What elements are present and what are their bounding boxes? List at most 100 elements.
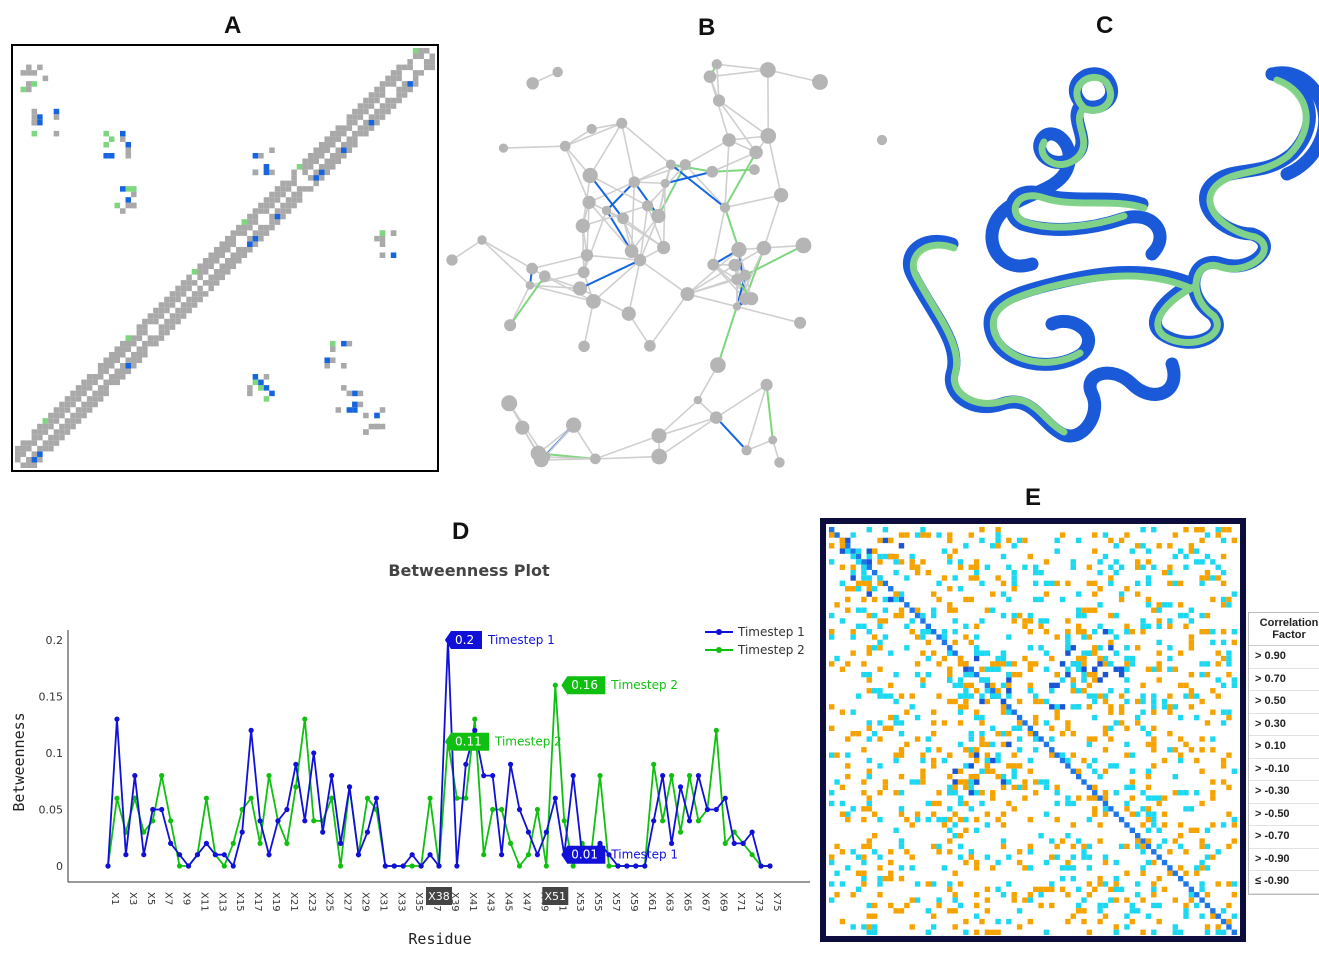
series-point-2[interactable] — [114, 796, 119, 801]
series-point-1[interactable] — [114, 717, 119, 722]
series-point-2[interactable] — [517, 863, 522, 868]
series-point-1[interactable] — [392, 863, 397, 868]
series-point-1[interactable] — [633, 863, 638, 868]
series-point-2[interactable] — [597, 773, 602, 778]
series-point-1[interactable] — [597, 841, 602, 846]
series-point-1[interactable] — [750, 830, 755, 835]
betweenness-chart[interactable]: Betweenness Plot Betweenness Residue 00.… — [0, 540, 800, 960]
series-point-1[interactable] — [490, 773, 495, 778]
series-point-2[interactable] — [714, 728, 719, 733]
series-point-1[interactable] — [741, 841, 746, 846]
series-point-1[interactable] — [150, 807, 155, 812]
series-point-1[interactable] — [544, 830, 549, 835]
series-point-2[interactable] — [293, 784, 298, 789]
series-point-2[interactable] — [562, 818, 567, 823]
series-point-2[interactable] — [302, 717, 307, 722]
series-point-1[interactable] — [732, 841, 737, 846]
series-point-1[interactable] — [177, 852, 182, 857]
series-point-1[interactable] — [436, 863, 441, 868]
series-point-1[interactable] — [195, 852, 200, 857]
series-point-1[interactable] — [463, 762, 468, 767]
series-point-2[interactable] — [365, 796, 370, 801]
series-point-1[interactable] — [517, 807, 522, 812]
series-point-1[interactable] — [696, 773, 701, 778]
series-point-1[interactable] — [553, 796, 558, 801]
series-point-2[interactable] — [410, 863, 415, 868]
series-point-1[interactable] — [168, 841, 173, 846]
series-point-1[interactable] — [624, 863, 629, 868]
series-point-2[interactable] — [499, 807, 504, 812]
series-point-2[interactable] — [526, 852, 531, 857]
series-point-1[interactable] — [240, 830, 245, 835]
series-point-1[interactable] — [141, 852, 146, 857]
series-point-1[interactable] — [669, 841, 674, 846]
series-point-2[interactable] — [571, 863, 576, 868]
series-point-1[interactable] — [284, 807, 289, 812]
series-point-1[interactable] — [678, 784, 683, 789]
series-point-1[interactable] — [401, 863, 406, 868]
series-point-1[interactable] — [758, 863, 763, 868]
series-point-1[interactable] — [329, 773, 334, 778]
series-point-2[interactable] — [606, 863, 611, 868]
series-point-1[interactable] — [132, 773, 137, 778]
series-point-1[interactable] — [499, 852, 504, 857]
series-point-1[interactable] — [615, 863, 620, 868]
series-point-1[interactable] — [508, 762, 513, 767]
series-point-1[interactable] — [347, 784, 352, 789]
series-point-1[interactable] — [356, 852, 361, 857]
series-point-2[interactable] — [249, 796, 254, 801]
series-point-1[interactable] — [204, 841, 209, 846]
series-point-2[interactable] — [723, 841, 728, 846]
series-point-1[interactable] — [338, 841, 343, 846]
series-point-1[interactable] — [535, 852, 540, 857]
series-point-2[interactable] — [687, 773, 692, 778]
series-point-2[interactable] — [204, 796, 209, 801]
series-point-2[interactable] — [329, 796, 334, 801]
series-point-1[interactable] — [249, 728, 254, 733]
series-point-1[interactable] — [275, 818, 280, 823]
series-point-2[interactable] — [651, 762, 656, 767]
series-point-1[interactable] — [571, 773, 576, 778]
series-point-2[interactable] — [159, 773, 164, 778]
series-point-2[interactable] — [338, 863, 343, 868]
series-point-2[interactable] — [669, 773, 674, 778]
series-point-1[interactable] — [660, 773, 665, 778]
series-point-1[interactable] — [302, 818, 307, 823]
series-point-1[interactable] — [105, 863, 110, 868]
series-point-1[interactable] — [687, 818, 692, 823]
series-point-1[interactable] — [320, 830, 325, 835]
series-point-1[interactable] — [311, 750, 316, 755]
series-point-2[interactable] — [750, 852, 755, 857]
series-point-1[interactable] — [222, 852, 227, 857]
series-point-1[interactable] — [714, 807, 719, 812]
series-point-2[interactable] — [696, 818, 701, 823]
series-point-2[interactable] — [544, 863, 549, 868]
series-point-1[interactable] — [723, 796, 728, 801]
series-point-2[interactable] — [678, 830, 683, 835]
series-point-1[interactable] — [427, 852, 432, 857]
series-point-1[interactable] — [651, 818, 656, 823]
series-point-1[interactable] — [266, 852, 271, 857]
series-point-1[interactable] — [213, 852, 218, 857]
series-point-1[interactable] — [419, 863, 424, 868]
series-point-2[interactable] — [481, 852, 486, 857]
series-point-1[interactable] — [123, 852, 128, 857]
series-point-1[interactable] — [526, 830, 531, 835]
series-point-1[interactable] — [293, 762, 298, 767]
series-point-1[interactable] — [159, 807, 164, 812]
series-point-2[interactable] — [177, 863, 182, 868]
series-point-1[interactable] — [231, 863, 236, 868]
series-point-1[interactable] — [705, 807, 710, 812]
series-point-1[interactable] — [374, 796, 379, 801]
series-point-1[interactable] — [383, 863, 388, 868]
series-point-2[interactable] — [266, 773, 271, 778]
series-point-1[interactable] — [767, 863, 772, 868]
series-point-1[interactable] — [186, 863, 191, 868]
series-point-2[interactable] — [257, 841, 262, 846]
series-point-2[interactable] — [660, 818, 665, 823]
series-point-2[interactable] — [284, 841, 289, 846]
series-point-1[interactable] — [481, 773, 486, 778]
series-point-1[interactable] — [365, 830, 370, 835]
series-point-1[interactable] — [454, 863, 459, 868]
series-point-2[interactable] — [490, 807, 495, 812]
